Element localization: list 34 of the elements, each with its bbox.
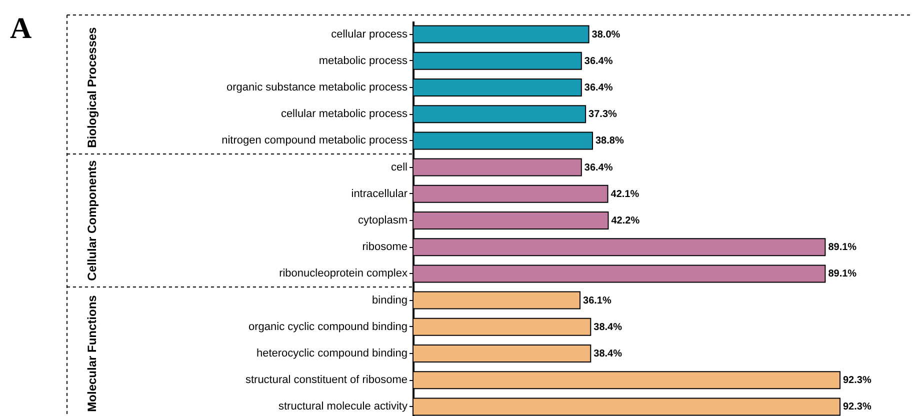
data-label: 36.4% [584,82,613,94]
y-tick-label: cell [390,161,408,174]
y-tick-label: intracellular [351,188,408,200]
y-tick-label: organic substance metabolic process [226,82,408,94]
y-tick-label: organic cyclic compound binding [248,320,408,333]
y-tick-label: structural molecule activity [278,400,408,413]
text: A [10,12,32,46]
text: Cellular Components [85,160,99,281]
data-label: 42.2% [611,216,640,226]
text: Molecular Functions [85,294,99,412]
data-label: 92.3% [843,402,872,413]
data-label: 36.1% [583,295,612,306]
data-label: 38.8% [595,136,624,147]
y-tick-label: cellular process [331,28,408,40]
y-tick-label: nitrogen compound metabolic process [222,134,408,147]
data-label: 36.4% [584,56,613,67]
text: Biological Processes [85,26,99,148]
y-tick-label: heterocyclic compound binding [256,348,408,360]
data-label: 38.0% [592,29,620,40]
data-label: 38.4% [594,322,622,333]
data-label: 38.4% [594,348,622,360]
data-label: 36.4% [584,162,613,174]
data-label: 89.1% [828,268,857,280]
y-tick-label: binding [372,294,408,306]
y-tick-label: cellular metabolic process [280,108,408,120]
y-tick-label: ribosome [362,241,408,254]
y-tick-label: ribonucleoprotein complex [279,268,408,280]
y-tick-label: cytoplasm [358,214,408,226]
y-tick-label: metabolic process [318,54,408,67]
data-label: 89.1% [828,242,857,254]
data-label: 92.3% [843,375,872,386]
data-label: 42.1% [610,188,640,200]
data-label: 37.3% [588,109,618,120]
y-tick-label: structural constituent of ribosome [245,374,408,386]
